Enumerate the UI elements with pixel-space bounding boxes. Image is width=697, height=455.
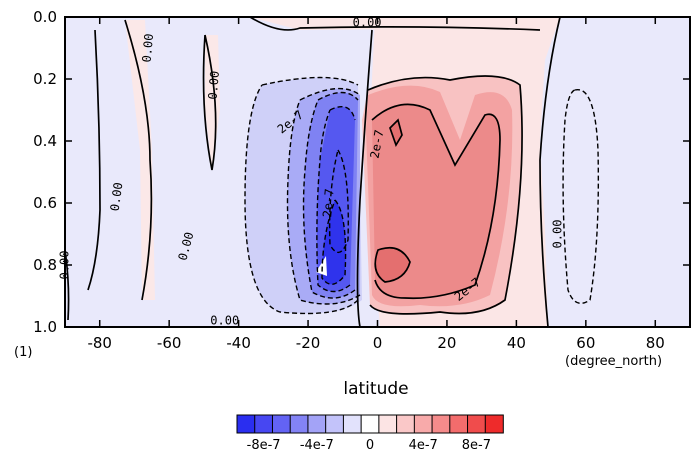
colorbar-segment	[467, 414, 487, 434]
contour-labels: 0.000.000.000.000.000.000.002e-72e-72e-7…	[58, 16, 565, 328]
contour-label: 0.00	[551, 220, 565, 249]
missing-value-patch	[316, 256, 327, 276]
x-axis: -80 -60 -40 -20 0 20 40 60 80	[87, 17, 665, 352]
negative-lobe-core	[322, 200, 346, 285]
zero-contour-d	[249, 17, 541, 31]
colorbar-segment	[484, 414, 504, 434]
negative-contour-6	[328, 149, 349, 253]
contour-label: 2e-7	[320, 188, 336, 218]
contour-label: 0.00	[140, 33, 156, 63]
positive-contour-3	[374, 246, 411, 283]
colorbar-label: 0	[366, 438, 374, 453]
negative-contour-4	[316, 106, 356, 293]
x-tick-label: 40	[507, 334, 526, 352]
x-tick-label: -20	[296, 334, 321, 352]
positive-contour-1	[367, 75, 523, 315]
zero-contour-f	[539, 17, 561, 327]
x-tick-label: 20	[437, 334, 456, 352]
colorbar-label: 4e-7	[409, 438, 438, 453]
colorbar-segment	[289, 414, 309, 434]
colorbar-segment	[342, 414, 362, 434]
colorbar-label: -4e-7	[300, 438, 334, 453]
negative-contour-1	[244, 76, 359, 315]
positive-contour-2	[371, 103, 501, 300]
positive-contour-4	[389, 118, 403, 147]
x-tick-label: 80	[646, 334, 665, 352]
contour-label: 0.00	[210, 313, 239, 327]
x-tick-label: -80	[87, 334, 112, 352]
colorbar-segment	[378, 414, 398, 434]
zero-contour-c	[202, 34, 217, 171]
colorbar-segment	[325, 414, 345, 434]
colorbar-label: 8e-7	[462, 438, 491, 453]
y-tick-label: 0.4	[33, 132, 57, 150]
negative-contour-3	[302, 91, 359, 299]
contour-label: 0.00	[108, 181, 126, 212]
negative-contour-2	[286, 87, 361, 305]
colorbar-segment	[271, 414, 292, 434]
positive-lobe-3	[372, 104, 500, 299]
colorbar-segment	[236, 414, 256, 434]
x-tick-label: -40	[226, 334, 251, 352]
negative-contour-5	[321, 199, 347, 285]
colorbar-segment	[396, 414, 416, 434]
zero-contour-b	[124, 19, 153, 301]
zero-contour-a	[87, 29, 101, 291]
colorbar-segment	[413, 414, 433, 434]
x-units-label: (degree_north)	[565, 354, 662, 369]
y-tick-label: 1.0	[33, 318, 57, 336]
y-tick-label: 0.6	[33, 194, 57, 212]
y-tick-label: 0.8	[33, 256, 57, 274]
colorbar-segment	[360, 414, 380, 434]
colorbar-segment	[449, 414, 469, 434]
y-units-label: (1)	[14, 345, 32, 360]
negative-contour-east	[562, 89, 600, 304]
x-tick-label: 0	[373, 334, 383, 352]
y-axis: 0.0 0.2 0.4 0.6 0.8 1.0	[33, 8, 690, 336]
contour-label: 0.00	[206, 70, 222, 100]
contour-label: 0.00	[353, 16, 382, 30]
colorbar-segment	[254, 414, 274, 434]
y-tick-label: 0.0	[33, 8, 57, 26]
y-tick-label: 0.2	[33, 70, 57, 88]
colorbar	[236, 414, 504, 434]
x-tick-label: -60	[157, 334, 182, 352]
positive-lobe-4	[375, 247, 410, 282]
x-axis-title: latitude	[343, 379, 408, 399]
colorbar-segment	[307, 414, 327, 434]
pale-positive-tongue-left	[125, 20, 155, 300]
contour-label: 2e-7	[368, 129, 387, 160]
colorbar-labels: -8e-7 -4e-7 0 4e-7 8e-7	[247, 438, 491, 453]
colorbar-label: -8e-7	[247, 438, 281, 453]
colorbar-segment	[431, 414, 451, 434]
x-tick-label: 60	[576, 334, 595, 352]
